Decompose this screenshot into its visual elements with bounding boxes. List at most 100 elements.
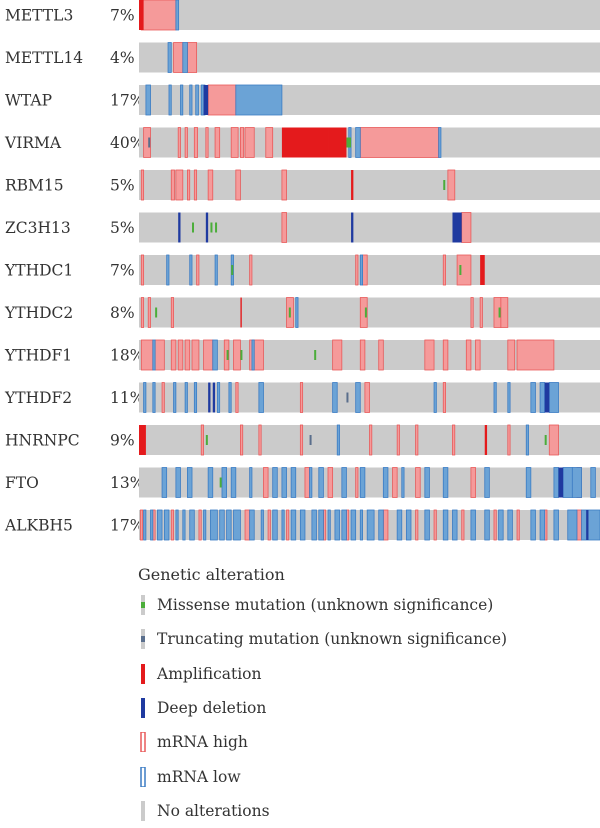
mrna-high-mark bbox=[191, 339, 200, 371]
deep-deletion-mark bbox=[351, 212, 354, 243]
amplification-mark bbox=[139, 425, 146, 455]
mrna-high-mark bbox=[461, 509, 465, 541]
mrna-low-mark bbox=[493, 382, 497, 413]
mrna-low-mark bbox=[336, 424, 340, 456]
missense-mark bbox=[231, 265, 234, 275]
mrna-high-mark bbox=[355, 467, 359, 498]
gene-label: FTO bbox=[5, 474, 39, 492]
mrna-low-mark bbox=[581, 509, 600, 541]
mrna-low-mark bbox=[442, 509, 449, 541]
mrna-low-mark bbox=[219, 509, 225, 541]
missense-mark bbox=[544, 435, 547, 445]
mrna-low-mark bbox=[378, 509, 384, 541]
mrna-high-mark bbox=[184, 127, 188, 158]
mrna-high-mark bbox=[170, 297, 174, 328]
legend-label: Truncating mutation (unknown significanc… bbox=[157, 630, 508, 649]
mrna-low-mark bbox=[187, 467, 193, 498]
track-background bbox=[139, 467, 600, 498]
mrna-low-mark bbox=[318, 467, 324, 498]
mrna-low-mark bbox=[442, 467, 449, 498]
mrna-low-mark bbox=[168, 84, 172, 116]
mrna-low-mark bbox=[507, 509, 513, 541]
legend-item-low: mRNA low bbox=[138, 759, 588, 793]
gene-label: METTL14 bbox=[5, 49, 83, 67]
deep-deletion-mark bbox=[205, 212, 209, 243]
mrna-low-mark bbox=[175, 467, 181, 498]
percent-altered-label: 5% bbox=[110, 219, 135, 237]
mrna-low-mark bbox=[396, 509, 403, 541]
mrna-low-mark bbox=[553, 467, 559, 498]
legend-item-high: mRNA high bbox=[138, 725, 588, 759]
mrna-low-mark bbox=[184, 382, 188, 413]
legend-items: Missense mutation (unknown significance)… bbox=[138, 588, 588, 828]
deep-deletion-mark bbox=[208, 382, 211, 413]
legend-item-mis: Missense mutation (unknown significance) bbox=[138, 588, 588, 622]
mrna-low-mark bbox=[195, 84, 199, 116]
track-background bbox=[139, 255, 600, 285]
mrna-low-mark bbox=[452, 509, 458, 541]
mrna-low-mark bbox=[366, 509, 375, 541]
legend-label: No alterations bbox=[157, 801, 270, 820]
percent-altered-label: 13% bbox=[110, 474, 144, 492]
mrna-high-mark bbox=[461, 212, 472, 243]
mrna-low-mark bbox=[567, 509, 578, 541]
mrna-high-mark bbox=[203, 339, 214, 371]
mrna-low-mark bbox=[327, 509, 331, 541]
mrna-low-mark bbox=[295, 297, 299, 328]
percent-altered-label: 7% bbox=[110, 7, 135, 25]
mrna-high-mark bbox=[433, 509, 437, 541]
legend-swatch-high bbox=[138, 732, 148, 753]
mrna-low-mark bbox=[175, 0, 180, 31]
legend-swatch-del bbox=[138, 698, 148, 719]
mrna-high-mark bbox=[378, 339, 384, 371]
percent-altered-label: 18% bbox=[110, 347, 144, 365]
truncating-mark bbox=[148, 137, 151, 148]
mrna-high-mark bbox=[198, 509, 202, 541]
mrna-high-mark bbox=[500, 297, 509, 328]
mrna-low-mark bbox=[355, 382, 361, 413]
mrna-low-mark bbox=[438, 127, 442, 158]
legend-label: Missense mutation (unknown significance) bbox=[157, 596, 494, 615]
mrna-high-mark bbox=[244, 509, 251, 541]
legend-swatch-none bbox=[138, 800, 148, 821]
legend-item-amp: Amplification bbox=[138, 657, 588, 691]
mrna-high-mark bbox=[362, 254, 368, 286]
mrna-high-mark bbox=[493, 509, 497, 541]
mrna-high-mark bbox=[516, 339, 555, 371]
mrna-low-mark bbox=[221, 467, 227, 498]
mrna-low-mark bbox=[272, 467, 278, 498]
mrna-high-mark bbox=[576, 509, 582, 541]
deep-deletion-mark bbox=[586, 510, 589, 540]
mrna-low-mark bbox=[562, 467, 573, 498]
mrna-high-mark bbox=[475, 339, 481, 371]
mrna-high-mark bbox=[140, 297, 145, 328]
mrna-high-mark bbox=[170, 339, 177, 371]
mrna-low-mark bbox=[182, 42, 188, 73]
mrna-low-mark bbox=[167, 42, 172, 73]
mrna-low-mark bbox=[341, 509, 347, 541]
mrna-low-mark bbox=[539, 509, 546, 541]
mrna-low-mark bbox=[235, 84, 283, 116]
mrna-low-mark bbox=[590, 467, 596, 498]
mrna-high-mark bbox=[223, 339, 230, 371]
mrna-low-mark bbox=[230, 467, 237, 498]
percent-altered-label: 9% bbox=[110, 432, 135, 450]
mrna-low-mark bbox=[163, 509, 170, 541]
mrna-high-mark bbox=[187, 42, 198, 73]
mrna-high-mark bbox=[442, 382, 446, 413]
legend-item-del: Deep deletion bbox=[138, 691, 588, 725]
mrna-low-mark bbox=[290, 509, 297, 541]
gene-label: YTHDC2 bbox=[4, 304, 73, 322]
mrna-high-mark bbox=[193, 127, 198, 158]
mrna-low-mark bbox=[359, 254, 363, 286]
gene-label: ZC3H13 bbox=[5, 219, 71, 237]
deep-deletion-mark bbox=[544, 382, 550, 413]
mrna-low-mark bbox=[539, 382, 546, 413]
legend-label: Amplification bbox=[157, 664, 262, 683]
missense-mark bbox=[155, 307, 158, 318]
track-background bbox=[139, 0, 600, 30]
mrna-high-mark bbox=[281, 169, 287, 201]
legend-swatch-trunc bbox=[138, 629, 148, 650]
deep-deletion-mark bbox=[212, 382, 216, 413]
mrna-high-mark bbox=[452, 424, 456, 456]
